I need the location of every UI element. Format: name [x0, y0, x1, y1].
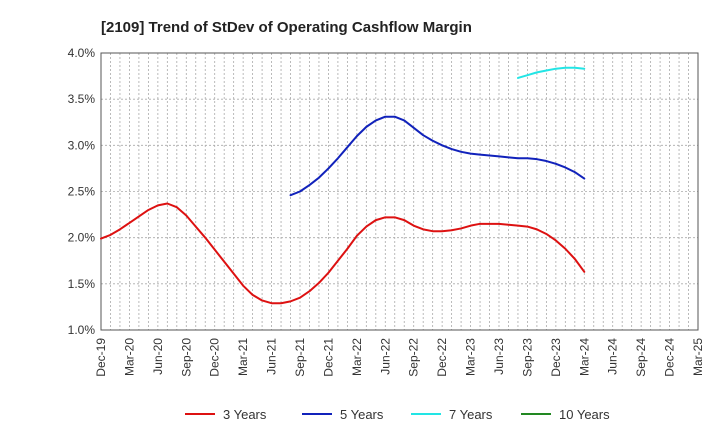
x-tick-label: Jun-21 — [265, 338, 279, 375]
series-line — [289, 115, 586, 197]
x-tick-label: Dec-24 — [663, 338, 677, 377]
y-tick-label: 3.5% — [68, 92, 96, 106]
legend-label: 3 Years — [223, 407, 267, 422]
x-tick-label: Sep-20 — [179, 338, 193, 377]
plot-frame — [100, 52, 699, 331]
y-tick-label: 1.5% — [68, 277, 96, 291]
y-tick-label: 1.0% — [68, 323, 96, 337]
x-tick-label: Mar-23 — [464, 338, 478, 376]
legend-label: 10 Years — [559, 407, 610, 422]
x-tick-label: Dec-22 — [435, 338, 449, 377]
x-tick-label: Mar-21 — [236, 338, 250, 376]
x-tick-label: Mar-20 — [122, 338, 136, 376]
x-tick-label: Dec-19 — [94, 338, 108, 377]
series — [100, 66, 586, 305]
x-tick-label: Sep-24 — [634, 338, 648, 377]
grid — [101, 53, 698, 330]
x-tick-label: Jun-23 — [492, 338, 506, 375]
legend-label: 5 Years — [340, 407, 384, 422]
x-tick-label: Dec-21 — [321, 338, 335, 377]
y-tick-label: 2.5% — [68, 185, 96, 199]
x-tick-label: Mar-24 — [577, 338, 591, 376]
x-tick-label: Mar-22 — [350, 338, 364, 376]
x-axis: Dec-19 Mar-20 Jun-20 Sep-20 Dec-20 Mar-21 Jun-… — [94, 338, 705, 377]
series-line — [516, 66, 586, 79]
legend-item: 10 Years — [521, 407, 610, 422]
y-tick-label: 4.0% — [68, 46, 96, 60]
chart-title: [2109] Trend of StDev of Operating Cashf… — [101, 19, 472, 36]
y-axis: 1.0% 1.5% 2.0% 2.5% 3.0% 3.5% 4.0% — [68, 46, 96, 337]
x-tick-label: Dec-23 — [549, 338, 563, 377]
x-tick-label: Sep-21 — [293, 338, 307, 377]
x-tick-label: Jun-22 — [378, 338, 392, 375]
series-line — [100, 202, 586, 305]
y-tick-label: 2.0% — [68, 231, 96, 245]
x-tick-label: Mar-25 — [691, 338, 705, 376]
x-tick-label: Jun-20 — [151, 338, 165, 375]
y-tick-label: 3.0% — [68, 138, 96, 152]
legend-item: 7 Years — [411, 407, 493, 422]
legend: 3 Years 5 Years 7 Years 10 Years — [185, 407, 610, 422]
legend-label: 7 Years — [449, 407, 493, 422]
x-tick-label: Sep-23 — [520, 338, 534, 377]
x-tick-label: Jun-24 — [606, 338, 620, 375]
legend-item: 5 Years — [302, 407, 384, 422]
x-tick-label: Dec-20 — [208, 338, 222, 377]
legend-item: 3 Years — [185, 407, 267, 422]
x-tick-label: Sep-22 — [407, 338, 421, 377]
